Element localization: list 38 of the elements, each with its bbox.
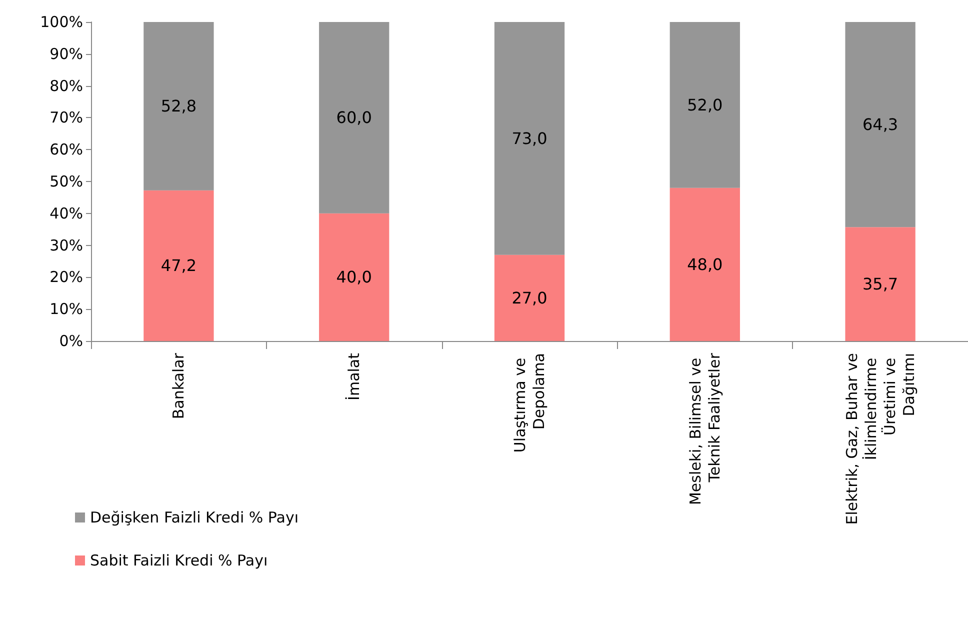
legend-label: Değişken Faizli Kredi % Payı (90, 508, 299, 526)
bar (319, 22, 390, 214)
y-tick-label: 30% (50, 236, 83, 254)
y-tick-label: 40% (50, 204, 83, 222)
bar (144, 190, 214, 341)
bar (845, 227, 916, 341)
bar (670, 22, 740, 188)
data-label: 73,0 (512, 128, 548, 148)
data-label: 48,0 (687, 254, 723, 274)
y-tick-label: 50% (50, 172, 83, 190)
x-tick-label: Elektrik, Gaz, Buhar ve İklimlendirme Üretimi ve Dağıtımı (842, 353, 918, 525)
x-tick-label: Mesleki, Bilimsel ve Teknik Faaliyetler (686, 352, 724, 506)
data-label: 64,3 (862, 115, 898, 134)
bar (144, 22, 214, 190)
y-tick-label: 20% (50, 268, 83, 286)
legend-label: Sabit Faizli Kredi % Payı (90, 552, 268, 570)
data-label: 40,0 (336, 268, 372, 287)
y-tick-label: 80% (50, 76, 83, 95)
x-tick-label: Ulaştırma ve Depolama (511, 353, 548, 453)
data-label: 35,7 (862, 274, 898, 294)
data-label: 52,0 (687, 95, 723, 114)
x-tick-label: İmalat (345, 352, 364, 400)
bar (319, 213, 390, 341)
data-label: 27,0 (512, 288, 548, 308)
y-tick-label: 70% (50, 108, 83, 127)
data-label: 47,2 (160, 256, 197, 276)
y-tick-label: 90% (50, 44, 83, 63)
data-label: 60,0 (336, 108, 372, 128)
bar (494, 22, 565, 255)
y-tick-label: 60% (50, 140, 83, 159)
bar (845, 22, 916, 228)
data-label: 52,8 (160, 96, 197, 116)
x-tick-label: Bankalar (170, 352, 188, 420)
bar (670, 188, 740, 341)
y-tick-label: 100% (40, 13, 83, 31)
y-tick-label: 10% (50, 300, 83, 318)
y-tick-label: 0% (59, 332, 83, 350)
bar (494, 254, 565, 341)
